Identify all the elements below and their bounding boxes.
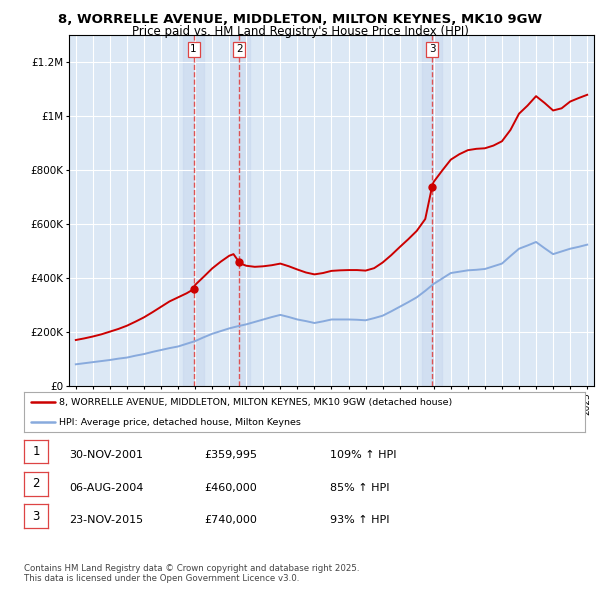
Text: 06-AUG-2004: 06-AUG-2004: [69, 483, 143, 493]
Bar: [184, 35, 204, 386]
Text: 93% ↑ HPI: 93% ↑ HPI: [330, 515, 389, 525]
Text: HPI: Average price, detached house, Milton Keynes: HPI: Average price, detached house, Milt…: [59, 418, 301, 427]
Text: £460,000: £460,000: [204, 483, 257, 493]
Text: £359,995: £359,995: [204, 450, 257, 460]
Text: 3: 3: [32, 510, 40, 523]
Text: £740,000: £740,000: [204, 515, 257, 525]
Text: 2: 2: [32, 477, 40, 490]
Text: 85% ↑ HPI: 85% ↑ HPI: [330, 483, 389, 493]
Text: 2: 2: [236, 44, 242, 54]
Text: 23-NOV-2015: 23-NOV-2015: [69, 515, 143, 525]
Bar: [422, 35, 442, 386]
Text: Price paid vs. HM Land Registry's House Price Index (HPI): Price paid vs. HM Land Registry's House …: [131, 25, 469, 38]
Bar: [229, 35, 250, 386]
Text: 8, WORRELLE AVENUE, MIDDLETON, MILTON KEYNES, MK10 9GW (detached house): 8, WORRELLE AVENUE, MIDDLETON, MILTON KE…: [59, 398, 452, 407]
Text: 109% ↑ HPI: 109% ↑ HPI: [330, 450, 397, 460]
Text: 3: 3: [429, 44, 436, 54]
Text: Contains HM Land Registry data © Crown copyright and database right 2025.
This d: Contains HM Land Registry data © Crown c…: [24, 563, 359, 583]
Text: 1: 1: [190, 44, 197, 54]
Text: 8, WORRELLE AVENUE, MIDDLETON, MILTON KEYNES, MK10 9GW: 8, WORRELLE AVENUE, MIDDLETON, MILTON KE…: [58, 13, 542, 26]
Text: 1: 1: [32, 445, 40, 458]
Text: 30-NOV-2001: 30-NOV-2001: [69, 450, 143, 460]
